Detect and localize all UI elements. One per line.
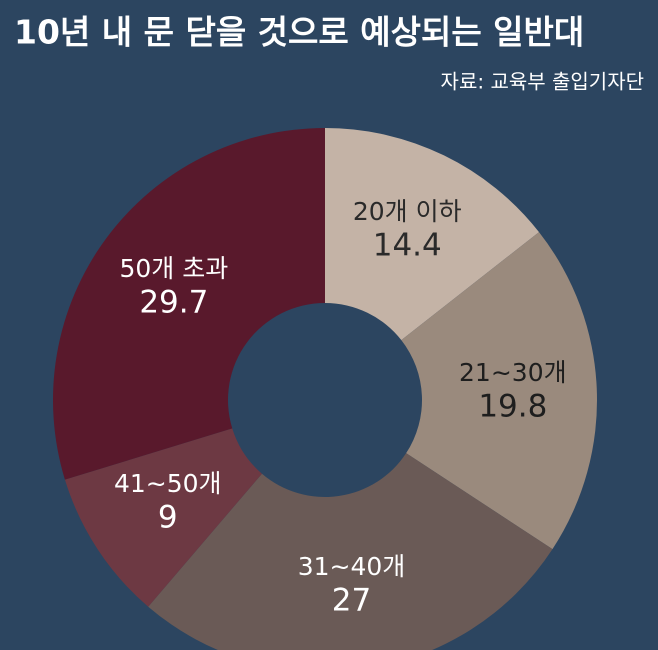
slice-value-label: 27: [332, 583, 371, 619]
slice-value-label: 29.7: [139, 285, 208, 321]
slice-value-label: 19.8: [478, 389, 547, 425]
source: 자료: 교육부 출입기자단: [441, 70, 644, 94]
slice: [148, 453, 553, 650]
slice-value-label: 9: [158, 500, 178, 536]
slice-category-label: 31∼40개: [298, 552, 406, 581]
chart-title: 10년 내 문 닫을 것으로 예상되는 일반대: [14, 13, 584, 52]
slice: [401, 232, 597, 550]
slice-category-label: 21∼30개: [459, 358, 567, 387]
slice: [64, 428, 262, 607]
slice-value-label: 14.4: [373, 227, 442, 263]
slice: [52, 128, 326, 480]
slice: [325, 128, 540, 341]
slice-category-label: 50개 초과: [119, 254, 228, 283]
slice-category-label: 20개 이하: [353, 197, 462, 226]
slice-category-label: 41∼50개: [114, 469, 222, 498]
